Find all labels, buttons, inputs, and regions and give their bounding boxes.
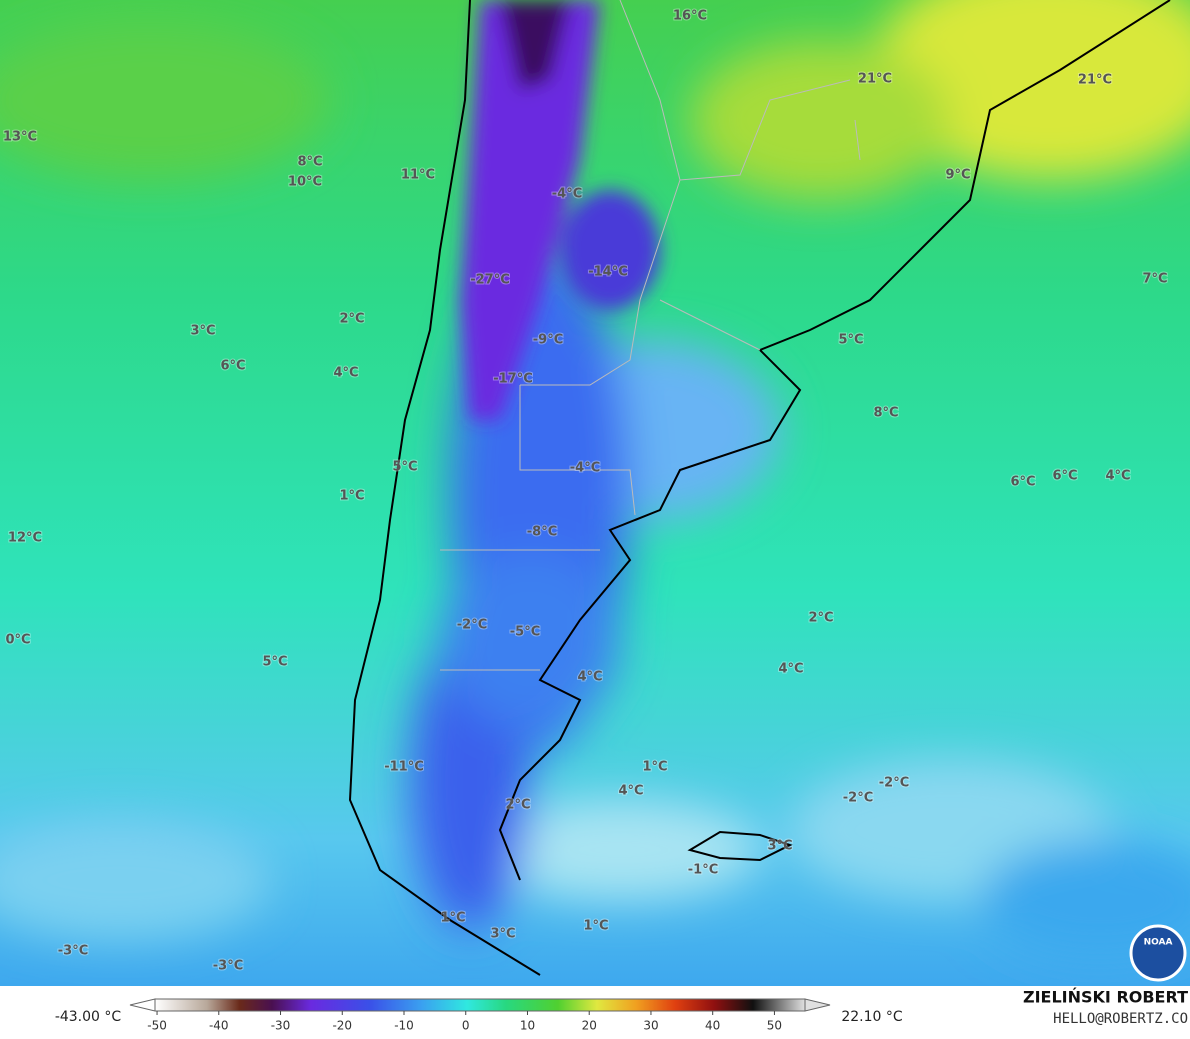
colorbar-tick-label: -10 — [394, 1019, 414, 1033]
colorbar-tick-label: -30 — [271, 1019, 291, 1033]
temperature-label: 4°C — [618, 784, 643, 799]
logo-circle — [1129, 924, 1187, 982]
temperature-label: 16°C — [673, 9, 707, 24]
temperature-label: -1°C — [688, 863, 718, 878]
temperature-label: 2°C — [808, 611, 833, 626]
temperature-label: 10°C — [288, 175, 322, 190]
temperature-label: 4°C — [778, 662, 803, 677]
temperature-label: -3°C — [58, 944, 88, 959]
andes-field — [460, 0, 660, 420]
temperature-label: 3°C — [190, 324, 215, 339]
temperature-label: -4°C — [570, 461, 600, 476]
temperature-label: 9°C — [945, 168, 970, 183]
temperature-label: 3°C — [767, 839, 792, 854]
logo-text: NOAA — [1144, 938, 1173, 948]
temperature-label: 1°C — [440, 911, 465, 926]
colorbar-tick-label: -50 — [147, 1019, 167, 1033]
colorbar-tick-label: 10 — [520, 1019, 535, 1033]
colorbar-tick-label: 0 — [462, 1019, 470, 1033]
colorbar-ramp — [154, 998, 806, 1012]
falkland-islands — [687, 830, 793, 862]
colorbar-tick-label: 30 — [643, 1019, 658, 1033]
temperature-label: 21°C — [858, 72, 892, 87]
borders — [440, 0, 861, 671]
credit-name: ZIELIŃSKI ROBERT — [1023, 988, 1188, 1007]
logo: NOAA — [1129, 924, 1187, 982]
temperature-label: -8°C — [527, 525, 557, 540]
temperature-label: 13°C — [3, 130, 37, 145]
temperature-label: 6°C — [220, 359, 245, 374]
temperature-label: 0°C — [5, 633, 30, 648]
temperature-label: 5°C — [392, 460, 417, 475]
temperature-label: 5°C — [262, 655, 287, 670]
temperature-label: 4°C — [1105, 469, 1130, 484]
temperature-label: -14°C — [588, 265, 628, 280]
colorbar-tick-label: 40 — [705, 1019, 720, 1033]
temperature-label: -11°C — [384, 760, 424, 775]
colorbar-tick-label: 20 — [582, 1019, 597, 1033]
temperature-label: -3°C — [213, 959, 243, 974]
temperature-label: 6°C — [1052, 469, 1077, 484]
temperature-label: 21°C — [1078, 73, 1112, 88]
colorbar-tick-label: -20 — [332, 1019, 352, 1033]
temperature-label: -2°C — [457, 618, 487, 633]
colorbar-tick-label: 50 — [767, 1019, 782, 1033]
temperature-label: 2°C — [339, 312, 364, 327]
temperature-label: 11°C — [401, 168, 435, 183]
temperature-label: 8°C — [297, 155, 322, 170]
temperature-label: 4°C — [333, 366, 358, 381]
temperature-label: 3°C — [490, 927, 515, 942]
temperature-label: 7°C — [1142, 272, 1167, 287]
temperature-label: 1°C — [642, 760, 667, 775]
temperature-label: -27°C — [470, 273, 510, 288]
temperature-label: 1°C — [339, 489, 364, 504]
temperature-label: -5°C — [510, 625, 540, 640]
temperature-label: 8°C — [873, 406, 898, 421]
colorbar-min: -43.00 °C — [55, 1009, 122, 1025]
temperature-label: 5°C — [838, 333, 863, 348]
temperature-label: -2°C — [879, 776, 909, 791]
temperature-label: -2°C — [843, 791, 873, 806]
temperature-label: 6°C — [1010, 475, 1035, 490]
temperature-label: -9°C — [533, 333, 563, 348]
temperature-label: -17°C — [493, 372, 533, 387]
temperature-label: 12°C — [8, 531, 42, 546]
temperature-label: 2°C — [505, 798, 530, 813]
temperature-label: 4°C — [577, 670, 602, 685]
temperature-label: -4°C — [552, 187, 582, 202]
coastline — [348, 0, 1171, 976]
temperature-label: 1°C — [583, 919, 608, 934]
temperature-labels: 16°C 21°C 21°C 13°C 8°C 10°C 11°C -4°C 9°C -27°C -… — [2, 8, 1169, 975]
colorbar: -43.00 °C 22.10 °C -50 -40 -30 -20 -10 0 10 20 3… — [0, 986, 1190, 1035]
credit-email: HELLO@ROBERTZ.CO — [1053, 1011, 1188, 1027]
colorbar-max: 22.10 °C — [841, 1009, 903, 1025]
map-field — [0, 0, 1190, 986]
temperature-field — [0, 0, 1190, 960]
colorbar-tick-label: -40 — [209, 1019, 229, 1033]
